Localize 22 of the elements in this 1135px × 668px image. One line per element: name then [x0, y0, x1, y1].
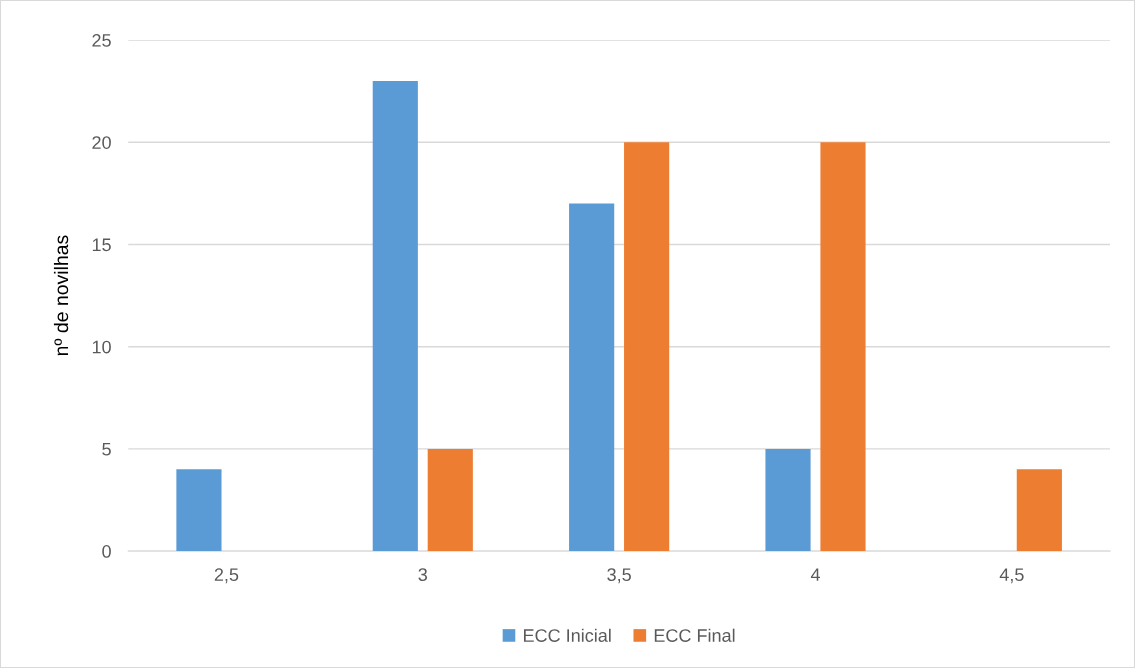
- legend-label: ECC Inicial: [524, 628, 611, 642]
- bar: [569, 203, 615, 552]
- x-tick-label: 2,5: [214, 568, 239, 584]
- bar: [427, 448, 473, 552]
- y-tick-label: 5: [102, 443, 111, 456]
- bar: [176, 469, 222, 552]
- x-tick-label: 4,5: [999, 568, 1024, 584]
- y-axis-title: nº de novilhas: [53, 235, 69, 356]
- bar: [624, 142, 670, 552]
- legend-label: ECC Final: [654, 628, 735, 642]
- y-tick-label: 25: [92, 34, 111, 47]
- bar: [820, 142, 866, 552]
- x-tick-label: 4: [810, 568, 820, 581]
- x-tick-label: 3,5: [607, 568, 631, 584]
- y-tick-label: 0: [102, 545, 111, 558]
- bar: [1016, 469, 1062, 552]
- bar: [765, 448, 811, 552]
- x-tick-label: 3: [418, 568, 428, 582]
- y-tick-label: 20: [92, 136, 111, 149]
- y-tick-label: 15: [92, 238, 111, 252]
- bar: [372, 80, 418, 552]
- y-tick-label: 10: [92, 340, 111, 354]
